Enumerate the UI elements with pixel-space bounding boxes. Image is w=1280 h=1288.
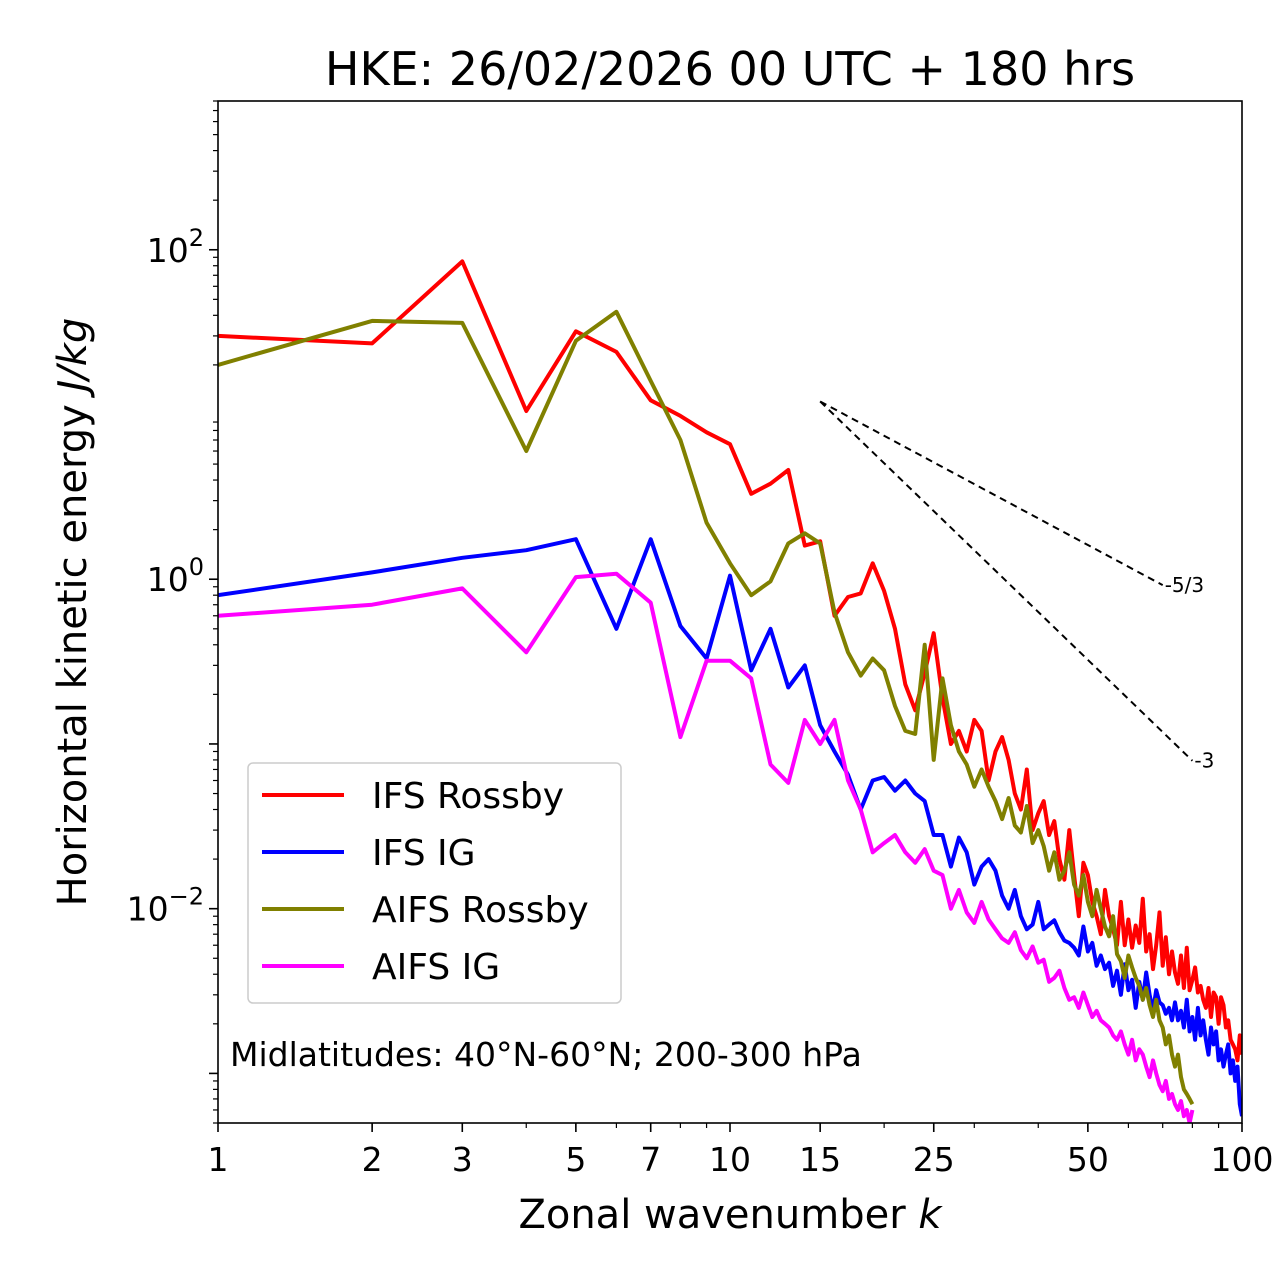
x-tick-label: 3 bbox=[452, 1140, 473, 1179]
data-series bbox=[218, 259, 1242, 1123]
slope-label: -3 bbox=[1194, 749, 1214, 773]
legend-label: AIFS IG bbox=[372, 947, 500, 988]
x-tick-label: 1 bbox=[208, 1140, 229, 1179]
series-line-ifs-rossby bbox=[218, 259, 1242, 1063]
series-line-aifs-rossby bbox=[218, 309, 1195, 1106]
x-tick-label: 5 bbox=[565, 1140, 586, 1179]
slope-line bbox=[819, 400, 1164, 587]
reference-slope-lines bbox=[819, 400, 1194, 762]
legend-label: AIFS Rossby bbox=[372, 890, 589, 931]
y-tick-label: 10−2 bbox=[127, 883, 204, 929]
slope-label: -5/3 bbox=[1165, 573, 1204, 597]
y-axis: 10−2 100 102 bbox=[127, 100, 218, 1124]
slope-line bbox=[819, 400, 1194, 762]
series-line-aifs-ig bbox=[218, 571, 1195, 1123]
x-tick-label: 50 bbox=[1067, 1140, 1109, 1179]
legend-label: IFS IG bbox=[372, 833, 476, 874]
y-tick-label: 102 bbox=[147, 224, 204, 270]
x-tick-label: 2 bbox=[362, 1140, 383, 1179]
x-tick-label: 100 bbox=[1211, 1140, 1274, 1179]
legend-label: IFS Rossby bbox=[372, 776, 564, 817]
x-tick-label: 7 bbox=[640, 1140, 661, 1179]
legend-box bbox=[247, 762, 622, 1004]
x-axis: 1 2 3 5 7 10 15 25 50 100 bbox=[208, 1123, 1274, 1179]
x-tick-label: 15 bbox=[799, 1140, 841, 1179]
x-tick-label: 10 bbox=[709, 1140, 751, 1179]
legend: IFS Rossby IFS IG AIFS Rossby AIFS IG bbox=[247, 762, 622, 1004]
slope-labels: -5/3 -3 bbox=[1165, 573, 1215, 773]
x-axis-label: Zonal wavenumber k bbox=[518, 1192, 943, 1238]
x-tick-label: 25 bbox=[913, 1140, 955, 1179]
y-axis-label: Horizontal kinetic energy J/kg bbox=[50, 318, 96, 907]
region-annotation: Midlatitudes: 40°N-60°N; 200-300 hPa bbox=[230, 1035, 862, 1074]
chart-title: HKE: 26/02/2026 00 UTC + 180 hrs bbox=[325, 42, 1135, 96]
y-tick-label: 100 bbox=[147, 553, 204, 599]
